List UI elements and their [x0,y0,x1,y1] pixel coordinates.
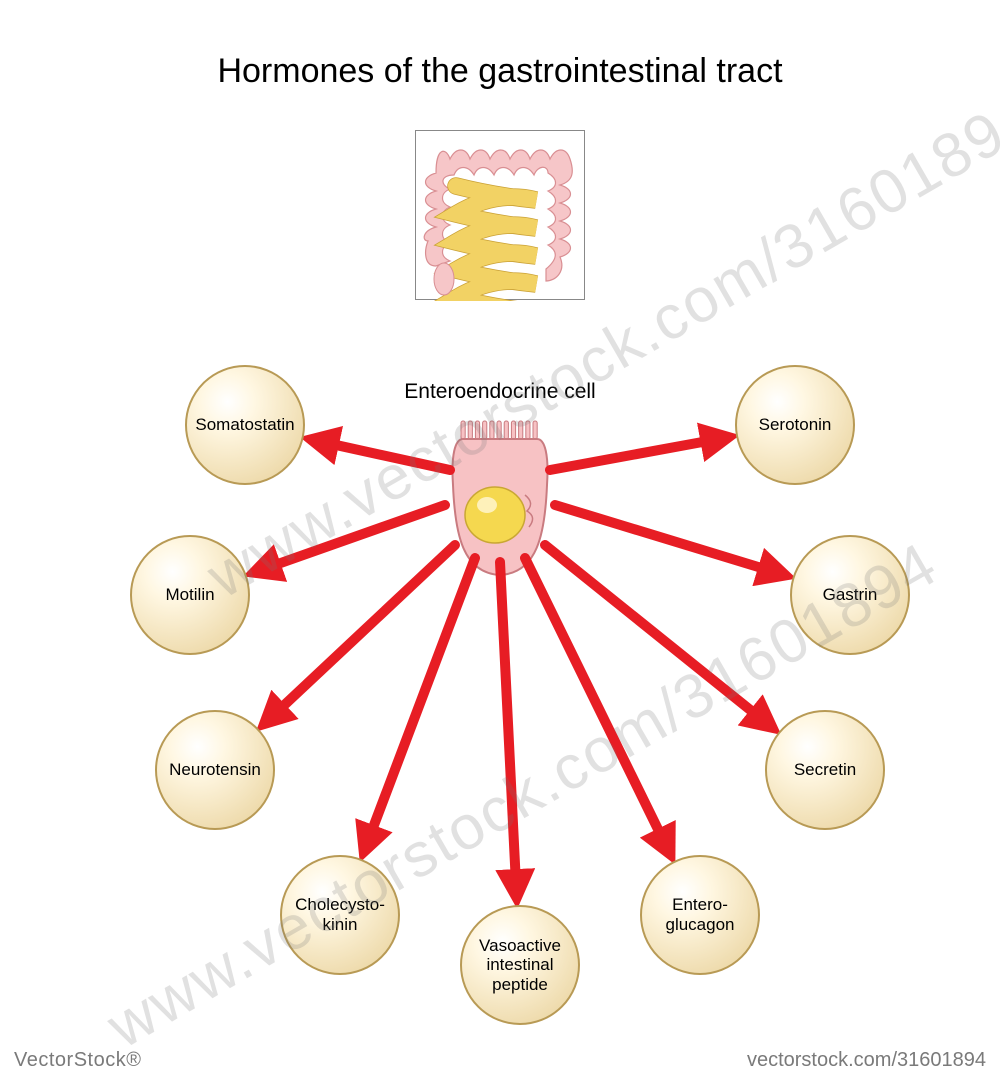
hormone-label: Gastrin [823,585,878,605]
hormone-node: Vasoactive intestinal peptide [460,905,580,1025]
watermark-text: www.vectorstock.com/31601894 [196,78,1000,612]
hormone-label: Vasoactive intestinal peptide [479,936,561,995]
hormone-label: Serotonin [759,415,832,435]
enteroendocrine-cell-icon [445,415,555,585]
hormone-node: Serotonin [735,365,855,485]
hormone-node: Motilin [130,535,250,655]
page-title: Hormones of the gastrointestinal tract [0,52,1000,91]
hormone-node: Somatostatin [185,365,305,485]
hormone-label: Entero- glucagon [665,895,734,934]
gi-tract-illustration [416,131,586,301]
hormone-node: Gastrin [790,535,910,655]
hormone-label: Cholecysto- kinin [295,895,385,934]
hormone-label: Secretin [794,760,856,780]
hormone-label: Motilin [165,585,214,605]
hormone-node: Entero- glucagon [640,855,760,975]
footer-id: vectorstock.com/31601894 [747,1049,986,1072]
hormone-label: Neurotensin [169,760,261,780]
hormone-node: Secretin [765,710,885,830]
footer-vectorstock: VectorStock® [14,1049,141,1072]
hormone-node: Neurotensin [155,710,275,830]
hormone-label: Somatostatin [195,415,294,435]
hormone-node: Cholecysto- kinin [280,855,400,975]
gi-tract-box [415,130,585,300]
